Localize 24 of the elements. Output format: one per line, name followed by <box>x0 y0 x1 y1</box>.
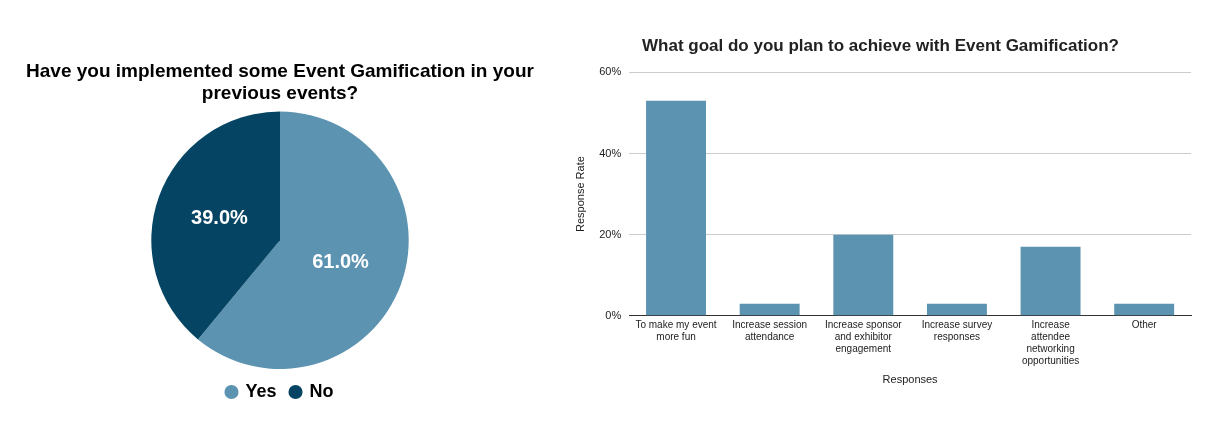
x-axis-title: Responses <box>882 373 939 386</box>
bar <box>646 100 706 316</box>
legend-label: Yes <box>245 380 277 401</box>
y-tick-label: 0% <box>605 308 622 321</box>
data-label: 61.0% <box>312 249 370 272</box>
legend-label: No <box>309 380 334 401</box>
x-tick-label: Other <box>1131 318 1158 330</box>
y-tick-label: 40% <box>599 146 622 159</box>
bar <box>1020 246 1081 316</box>
data-label: 39.0% <box>191 206 249 229</box>
bar <box>1114 303 1175 316</box>
chart-title: Have you implemented some Event Gamification in your previous events? <box>26 59 535 104</box>
bar <box>833 234 894 316</box>
y-tick-label: 20% <box>599 227 622 240</box>
y-tick-label: 60% <box>599 65 622 78</box>
chart-title: What goal do you plan to achieve with Event Gamification? <box>642 35 1119 55</box>
x-tick-label: Increase survey responses <box>921 318 993 342</box>
x-tick-label: Increase attendee networking opportunities <box>1021 318 1080 366</box>
bar <box>926 303 987 316</box>
bar <box>739 303 800 316</box>
y-axis-title: Response Rate <box>573 156 586 233</box>
x-tick-label: Increase sponsor and exhibitor engagement <box>824 318 903 354</box>
x-tick-label: Increase session attendance <box>732 318 808 342</box>
x-tick-label: To make my event more fun <box>635 318 717 342</box>
